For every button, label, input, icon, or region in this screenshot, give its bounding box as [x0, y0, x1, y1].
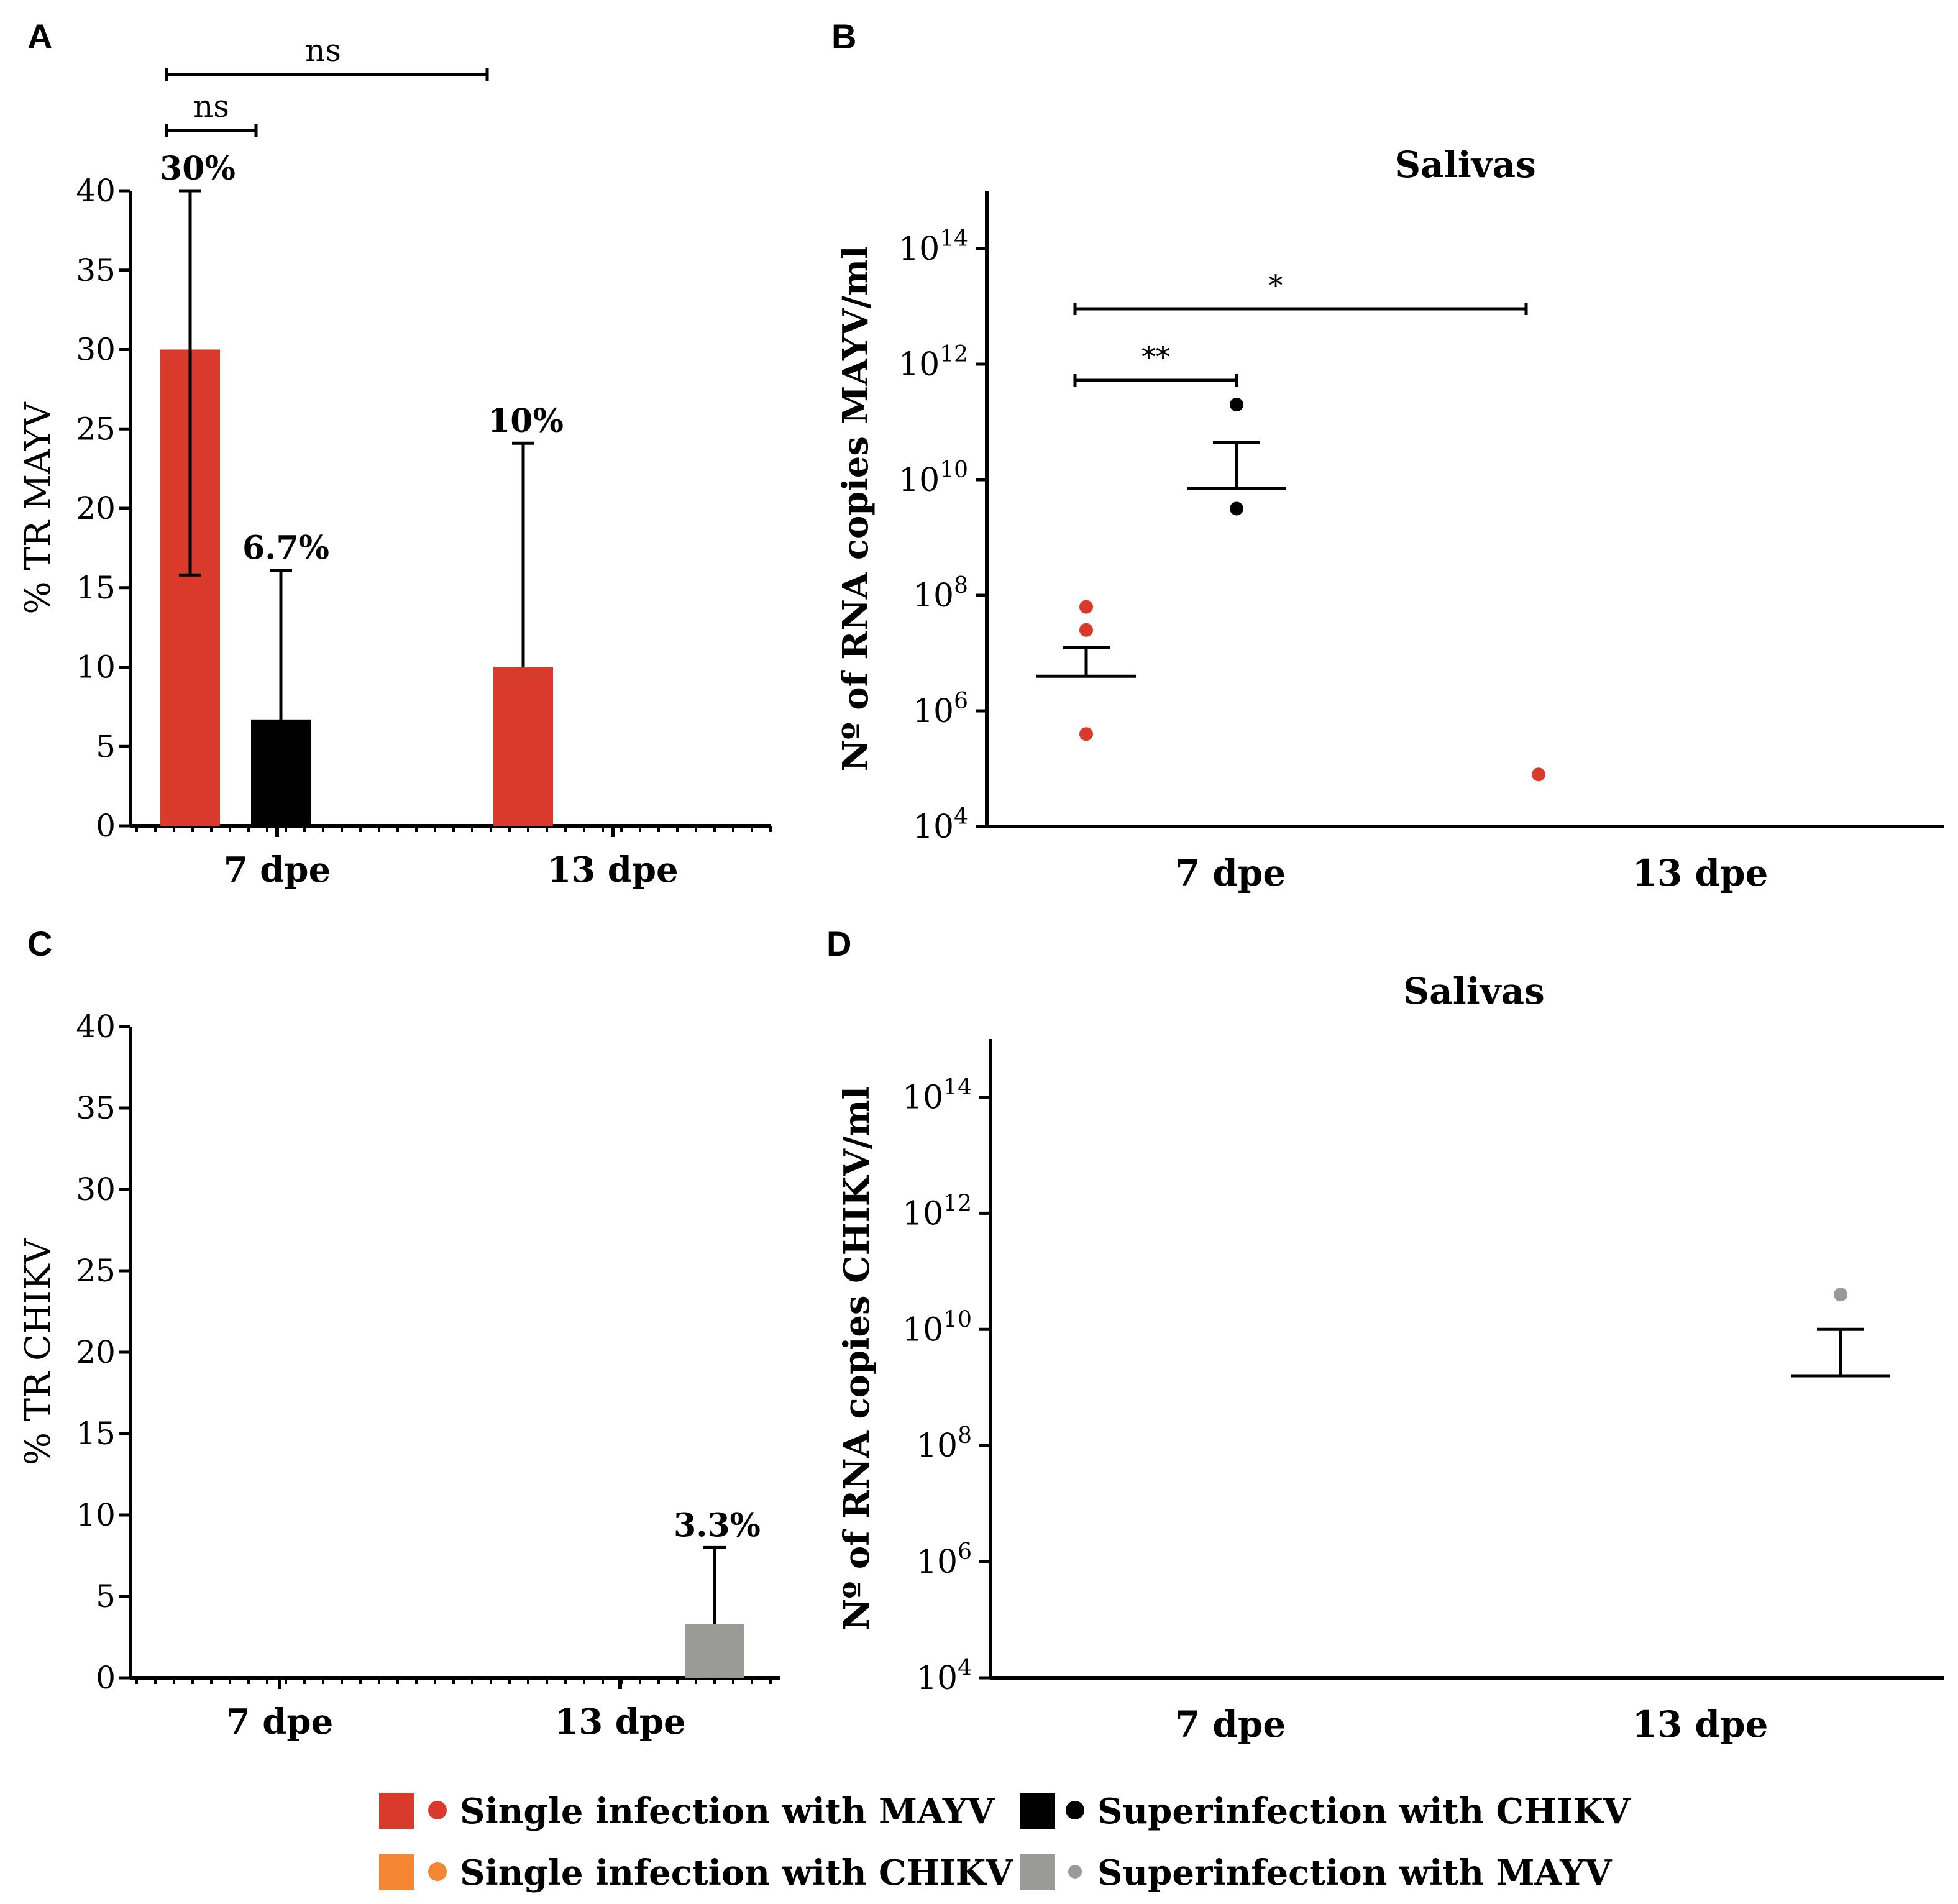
y-tick-label: 1012: [899, 342, 968, 383]
y-tick-label: 108: [917, 1423, 972, 1465]
panel-letter-c: C: [27, 924, 52, 963]
bar: [493, 667, 553, 826]
significance-label: ns: [305, 32, 341, 68]
legend-label: Superinfection with MAYV: [1097, 1852, 1613, 1893]
data-point: [1532, 767, 1545, 782]
panel-d: D Salivas 104 106 108 1010 1012 1014 Nº of RNA c…: [826, 924, 1944, 1746]
panel-letter-d: D: [826, 924, 851, 963]
y-tick-label: 104: [917, 1655, 972, 1697]
bar: [685, 1624, 744, 1678]
data-point: [1079, 727, 1093, 741]
y-tick-label: 40: [76, 1009, 116, 1045]
y-tick-label: 30: [76, 1171, 116, 1207]
y-tick-label: 0: [96, 808, 116, 844]
legend-swatch: [1020, 1793, 1055, 1829]
y-tick-label: 106: [913, 689, 968, 730]
y-axis-label: Nº of RNA copies MAYV/ml: [835, 246, 876, 772]
category-label: 13 dpe: [1632, 852, 1768, 894]
y-axis-label: % TR MAYV: [18, 401, 58, 615]
y-tick-label: 25: [76, 1253, 116, 1289]
legend-swatch: [379, 1793, 414, 1829]
data-point: [1230, 398, 1243, 412]
y-tick-label: 35: [76, 1090, 116, 1126]
panel-b: B Salivas 104 106 108 1010 1012 1014 Nº of RNA c…: [831, 17, 1944, 894]
category-label: 7 dpe: [226, 1701, 333, 1742]
legend-dot: [1066, 1801, 1084, 1819]
y-tick-label: 15: [76, 1416, 116, 1452]
category-label: 13 dpe: [547, 849, 678, 890]
y-tick-label: 25: [76, 411, 116, 447]
y-tick-label: 108: [913, 573, 968, 615]
panel-letter-b: B: [831, 17, 856, 56]
bar-label: 3.3%: [674, 1506, 761, 1544]
significance-label: ns: [193, 88, 229, 124]
y-tick-label: 15: [76, 570, 116, 606]
panel-c: C 0 5 10 15 20 25 30 35 40 % TR CHIKV 7 dpe 13 dpe 3.…: [18, 924, 780, 1742]
y-tick-label: 20: [76, 1334, 116, 1370]
data-point: [1230, 501, 1243, 516]
y-tick-label: 40: [76, 173, 116, 209]
data-point: [1079, 600, 1093, 614]
y-tick-label: 20: [76, 490, 116, 526]
panel-letter-a: A: [27, 17, 52, 56]
y-tick-label: 5: [96, 1578, 116, 1614]
bar-label: 10%: [488, 402, 564, 440]
y-tick-label: 5: [96, 728, 116, 764]
y-tick-label: 106: [917, 1539, 972, 1581]
significance-label: **: [1141, 340, 1170, 373]
y-axis-label: Nº of RNA copies CHIKV/ml: [836, 1086, 877, 1631]
legend-dot: [1068, 1865, 1082, 1879]
significance-label: *: [1269, 268, 1283, 302]
y-tick-label: 1014: [902, 1074, 972, 1116]
category-label: 7 dpe: [1175, 852, 1286, 894]
category-label: 13 dpe: [554, 1701, 685, 1742]
legend-dot: [428, 1801, 447, 1819]
legend-swatch: [1020, 1854, 1055, 1890]
legend-label: Superinfection with CHIKV: [1097, 1791, 1631, 1832]
legend-dot: [428, 1862, 447, 1881]
legend-swatch: [379, 1854, 414, 1890]
y-tick-label: 1010: [899, 457, 968, 499]
y-axis-label: % TR CHIKV: [18, 1238, 58, 1465]
bar-label: 6.7%: [242, 529, 329, 567]
bar-label: 30%: [160, 150, 236, 188]
data-point: [1834, 1288, 1847, 1302]
y-tick-label: 1010: [902, 1307, 972, 1348]
y-tick-label: 104: [913, 804, 968, 846]
chart-title: Salivas: [1403, 970, 1544, 1012]
y-tick-label: 10: [76, 1497, 116, 1533]
legend: Single infection with MAYV Superinfection…: [379, 1791, 1631, 1893]
legend-label: Single infection with CHIKV: [460, 1852, 1013, 1893]
y-tick-label: 35: [76, 252, 116, 288]
y-tick-label: 0: [96, 1660, 116, 1696]
category-label: 13 dpe: [1632, 1703, 1768, 1746]
y-tick-label: 1012: [902, 1191, 972, 1232]
panel-a: A 0 5 10 15 20 25 30 35 40 % TR MAYV 7 dpe 13 dpe 30%…: [18, 17, 772, 890]
y-tick-label: 10: [76, 649, 116, 685]
bar: [251, 719, 311, 826]
category-label: 7 dpe: [224, 849, 331, 890]
legend-label: Single infection with MAYV: [460, 1791, 995, 1832]
chart-title: Salivas: [1394, 144, 1535, 186]
y-tick-label: 30: [76, 332, 116, 368]
data-point: [1079, 623, 1093, 637]
y-tick-label: 1014: [899, 226, 968, 268]
category-label: 7 dpe: [1175, 1703, 1286, 1746]
